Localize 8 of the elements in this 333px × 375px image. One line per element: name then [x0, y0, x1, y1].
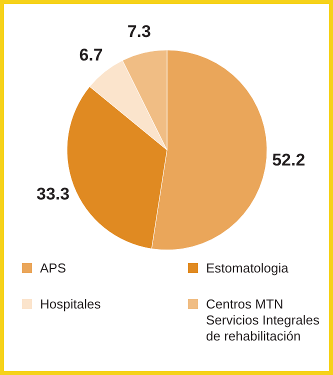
data-label: 6.7	[79, 46, 103, 65]
data-label: 33.3	[36, 184, 70, 204]
legend-label: Hospitales	[40, 296, 102, 312]
legend-label: Estomatologia	[206, 260, 290, 276]
data-label: 52.2	[272, 150, 306, 170]
legend-label: APS	[40, 260, 66, 276]
data-label: 7.3	[127, 22, 151, 42]
legend-label: Centros MTN Servicios Integrales de rehabilitación	[206, 296, 320, 344]
